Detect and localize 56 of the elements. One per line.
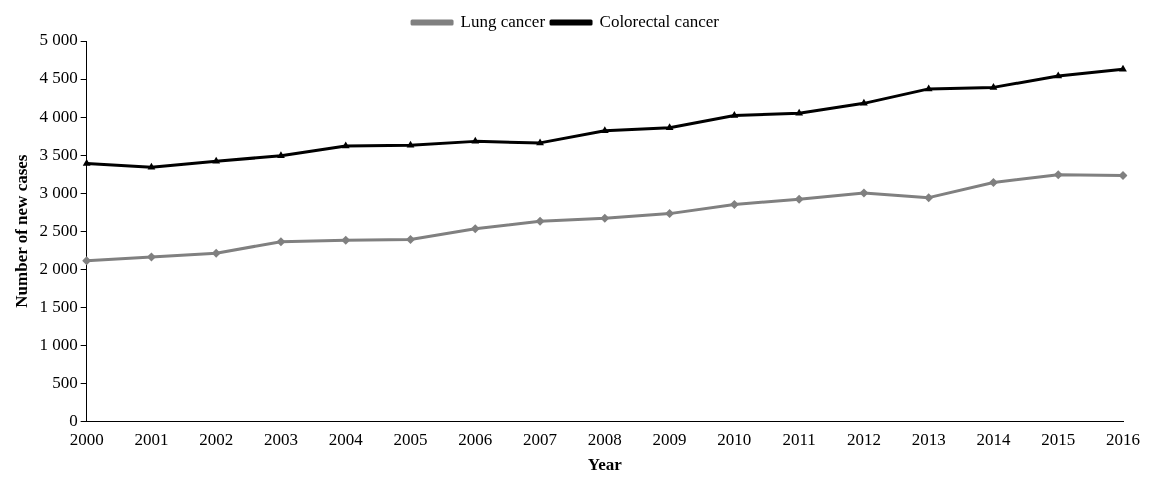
- point: [471, 136, 480, 144]
- x-tick-label: 2015: [1041, 429, 1076, 449]
- x-tick-label: 2005: [393, 429, 428, 449]
- x-tick-label: 2010: [717, 429, 752, 449]
- x-tick-label: 2004: [328, 429, 364, 449]
- point: [470, 224, 480, 234]
- point: [536, 138, 544, 146]
- y-tick-label: 2 500: [39, 220, 78, 240]
- y-tick-label: 5 000: [39, 30, 78, 50]
- x-tick-label: 2006: [458, 429, 493, 449]
- y-tick-label: 500: [52, 372, 78, 392]
- legend-label: Lung cancer: [460, 11, 546, 31]
- point: [665, 123, 674, 130]
- point: [924, 193, 934, 203]
- point: [988, 177, 998, 187]
- y-tick-label: 4 500: [39, 68, 78, 88]
- point: [729, 199, 739, 209]
- y-tick-label: 0: [69, 410, 78, 430]
- x-tick-label: 2002: [199, 429, 234, 449]
- point: [535, 216, 545, 226]
- point: [277, 151, 285, 159]
- point: [860, 98, 868, 106]
- point: [1054, 71, 1063, 79]
- y-axis-title: Number of new cases: [11, 154, 31, 308]
- point: [989, 82, 998, 90]
- x-tick-label: 2008: [587, 429, 622, 449]
- x-axis-title: Year: [587, 455, 623, 475]
- y-tick-label: 1 500: [39, 296, 78, 316]
- x-tick-label: 2013: [911, 429, 946, 449]
- y-tick-label: 3 000: [39, 182, 78, 202]
- legend-label: Colorectal cancer: [599, 11, 720, 31]
- point: [1119, 64, 1127, 72]
- point: [665, 209, 675, 219]
- y-tick-label: 1 000: [39, 334, 78, 354]
- point: [1053, 170, 1063, 180]
- y-tick-label: 2 000: [39, 258, 78, 278]
- point: [341, 141, 350, 149]
- point: [730, 111, 739, 118]
- point: [406, 140, 415, 148]
- x-tick-label: 2000: [69, 429, 104, 449]
- y-tick-label: 4 000: [39, 106, 78, 126]
- point: [859, 188, 869, 198]
- y-tick-label: 3 500: [39, 144, 78, 164]
- x-tick-label: 2007: [523, 429, 558, 449]
- x-tick-label: 2012: [846, 429, 881, 449]
- x-tick-label: 2016: [1106, 429, 1140, 449]
- x-tick-label: 2001: [134, 429, 169, 449]
- point: [600, 213, 610, 223]
- x-tick-label: 2009: [652, 429, 687, 449]
- x-tick-label: 2011: [782, 429, 816, 449]
- x-tick-label: 2014: [976, 429, 1011, 449]
- point: [924, 84, 933, 92]
- point: [406, 234, 416, 244]
- point: [82, 158, 91, 166]
- x-tick-label: 2003: [263, 429, 298, 449]
- point: [600, 126, 609, 133]
